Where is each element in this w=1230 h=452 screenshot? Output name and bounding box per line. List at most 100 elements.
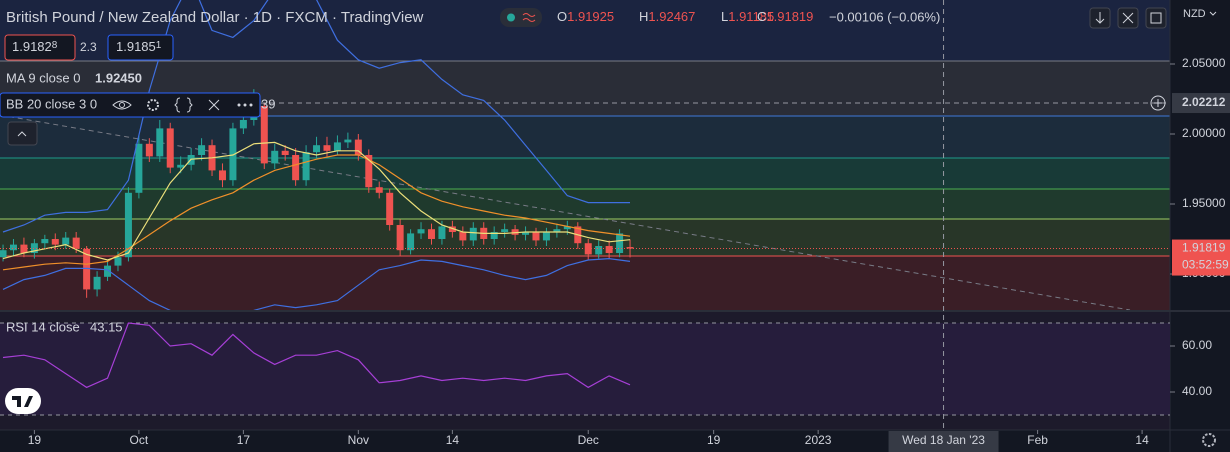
candle-body (333, 142, 341, 151)
y-tick-label: 60.00 (1182, 338, 1212, 352)
eye-pupil (119, 102, 125, 108)
title: British Pound / New Zealand Dollar · 1D … (6, 9, 424, 26)
bb-legend: BB 20 close 3 0 (6, 96, 97, 111)
candle-body (177, 164, 185, 168)
zone (0, 0, 1170, 61)
ohlc-item: O1.91925 (557, 9, 614, 24)
more-icon[interactable] (237, 103, 241, 107)
rsi-value: 43.15 (90, 319, 123, 334)
countdown: 03:52:59 (1182, 258, 1229, 272)
candle-body (229, 128, 237, 181)
x-tick-label: 14 (1135, 433, 1149, 447)
candle-body (407, 233, 415, 251)
candle-body (93, 276, 101, 290)
cursor-date: Wed 18 Jan '23 (902, 433, 985, 447)
candle-body (553, 229, 561, 233)
rsi-plot (0, 322, 1170, 416)
ohlc-item: C1.91819 (757, 9, 813, 24)
more-icon[interactable] (243, 103, 247, 107)
price: 1.9185 (116, 39, 156, 54)
candle-body (20, 244, 28, 254)
zone (0, 256, 1170, 311)
candle-body (605, 246, 613, 254)
candle-body (114, 257, 122, 266)
settings-icon[interactable] (147, 99, 159, 111)
ohlc-label: C (757, 9, 766, 24)
chevron-up (17, 131, 27, 137)
sell-price: 1.91828 (12, 39, 58, 54)
candle-body (198, 145, 206, 155)
ohlc-label: H (639, 9, 648, 24)
last-price-tag (1172, 239, 1230, 276)
candle-body (166, 128, 174, 168)
overlay: 2.050002.000001.950001.9000019Oct17Nov14… (0, 7, 1230, 452)
candle-body (459, 232, 467, 241)
candle-body (72, 237, 80, 249)
candle-body (145, 143, 153, 157)
candle-body (490, 232, 498, 240)
rsi-line (2, 322, 631, 389)
sell-button[interactable] (4, 34, 76, 61)
bb-value: 39 (261, 96, 275, 111)
x-tick-label: 17 (237, 433, 251, 447)
ohlc-value: 1.91819 (766, 9, 813, 24)
candle-body (375, 187, 383, 193)
settings-button[interactable] (1202, 433, 1216, 447)
candle-body (292, 155, 300, 181)
candle-body (386, 192, 394, 226)
candle-body (501, 229, 509, 233)
candle-body (281, 150, 289, 155)
candle-body (83, 248, 91, 290)
cursor-price-tag (1172, 93, 1230, 114)
more-icon[interactable] (249, 103, 253, 107)
candle-body (354, 139, 362, 155)
ohlc-item: H1.92467 (639, 9, 695, 24)
zone (0, 189, 1170, 219)
candle-body (302, 152, 310, 181)
buy-button[interactable] (107, 34, 174, 61)
candle-body (218, 170, 226, 181)
remove-icon[interactable] (208, 99, 220, 111)
x-tick-label: 19 (707, 433, 721, 447)
ma-value: 1.92450 (95, 70, 142, 85)
candle-body (30, 243, 38, 254)
eye-icon[interactable] (112, 100, 132, 110)
rsi-legend: RSI 14 close (6, 319, 80, 334)
candle-body (595, 246, 603, 255)
rsi-band-fill (0, 322, 1170, 416)
last-price: 1.91819 (1182, 241, 1226, 255)
ohlc-value: 1.92467 (648, 9, 695, 24)
buy-price: 1.91851 (116, 39, 162, 54)
candle-body (616, 233, 624, 254)
candle-body (448, 226, 456, 233)
source-icon[interactable] (174, 97, 193, 113)
currency[interactable]: NZD (1183, 8, 1206, 20)
price: 1.9182 (12, 39, 52, 54)
cursor-price: 2.02212 (1182, 95, 1226, 109)
candle-body (124, 192, 132, 258)
candle-body (542, 232, 550, 241)
candle-body (104, 265, 112, 277)
x-tick-label: Oct (130, 433, 149, 447)
x-tick-label: Feb (1027, 433, 1048, 447)
candle-body (365, 155, 373, 188)
collapse-button[interactable] (7, 121, 38, 146)
candle-body (9, 244, 17, 251)
candle-body (0, 250, 7, 258)
candle-body (344, 139, 352, 143)
status-pill (500, 8, 542, 27)
x-tick-label: 14 (446, 433, 460, 447)
x-tick-label: Dec (578, 433, 599, 447)
candle-body (563, 226, 571, 230)
candle-body (313, 145, 321, 153)
add-alert-button[interactable] (1150, 95, 1166, 111)
y-tick-label: 40.00 (1182, 384, 1212, 398)
indicator-line (2, 141, 631, 261)
logo (5, 388, 41, 414)
candle-body (271, 150, 279, 164)
candle-body (469, 227, 477, 241)
status-wave (522, 13, 536, 22)
header-button[interactable] (1145, 7, 1167, 29)
